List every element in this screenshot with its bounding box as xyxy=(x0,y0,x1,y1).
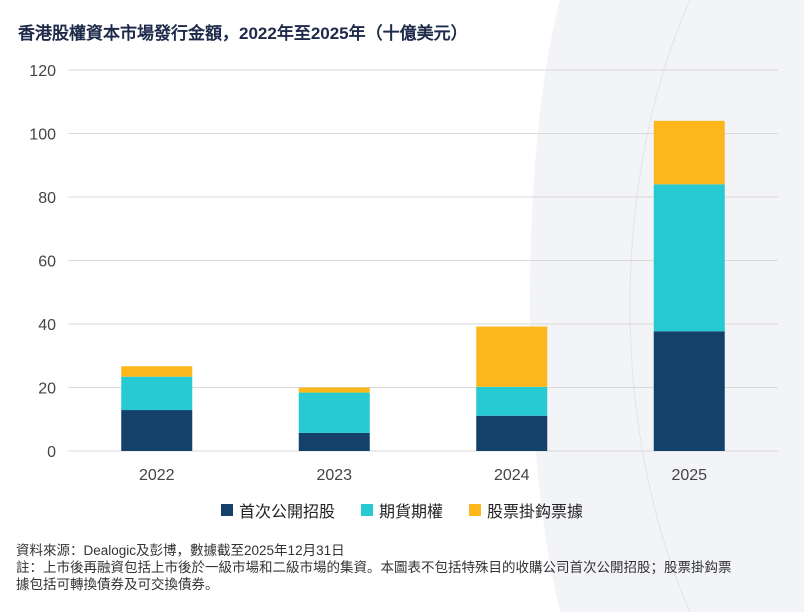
legend-swatch xyxy=(469,504,481,516)
bar-segment xyxy=(653,184,725,332)
x-tick-label: 2023 xyxy=(316,467,352,484)
bar-segment xyxy=(653,331,725,451)
explanatory-note: 註：上市後再融資包括上市後於一級市場和二級市場的集資。本圖表不包括特殊目的收購公… xyxy=(16,560,732,592)
bar-segment xyxy=(298,387,370,393)
legend-item-futures: 期貨期權 xyxy=(360,498,443,522)
y-tick-label: 80 xyxy=(38,190,56,207)
chart-title: 香港股權資本市場發行金額，2022年至2025年（十億美元） xyxy=(18,24,468,43)
legend-label: 期貨期權 xyxy=(378,504,443,521)
bar-segment xyxy=(476,386,548,416)
bar-segment xyxy=(121,410,193,451)
background-curve xyxy=(629,0,691,612)
legend-swatch xyxy=(360,504,373,516)
y-tick-label: 100 xyxy=(29,127,56,144)
legend-item-linked-notes: 股票掛鈎票據 xyxy=(469,498,583,522)
bar-segment xyxy=(476,326,548,387)
bar-segment xyxy=(298,432,370,451)
source-note: 資料來源：Dealogic及彭博，數據截至2025年12月31日 xyxy=(16,543,345,558)
legend-item-ipo: 首次公開招股 xyxy=(220,498,335,522)
bar-segment xyxy=(121,376,193,411)
legend-swatch xyxy=(220,504,233,516)
legend: 首次公開招股 期貨期權 股票掛鈎票據 xyxy=(0,498,804,522)
y-tick-label: 60 xyxy=(38,254,56,271)
x-tick-label: 2025 xyxy=(671,467,707,484)
bar-segment xyxy=(476,415,548,451)
y-tick-label: 120 xyxy=(29,63,56,80)
x-tick-label: 2024 xyxy=(494,467,530,484)
bar-segment xyxy=(121,366,193,377)
legend-label: 首次公開招股 xyxy=(238,504,335,521)
legend-label: 股票掛鈎票據 xyxy=(487,504,584,521)
bar-segment xyxy=(298,392,370,433)
y-tick-label: 0 xyxy=(47,444,56,461)
footnotes: 資料來源：Dealogic及彭博，數據截至2025年12月31日 註：上市後再融… xyxy=(16,542,736,593)
y-tick-label: 40 xyxy=(38,317,56,334)
x-tick-label: 2022 xyxy=(139,467,175,484)
bar-segment xyxy=(653,120,725,185)
y-tick-label: 20 xyxy=(38,381,56,398)
